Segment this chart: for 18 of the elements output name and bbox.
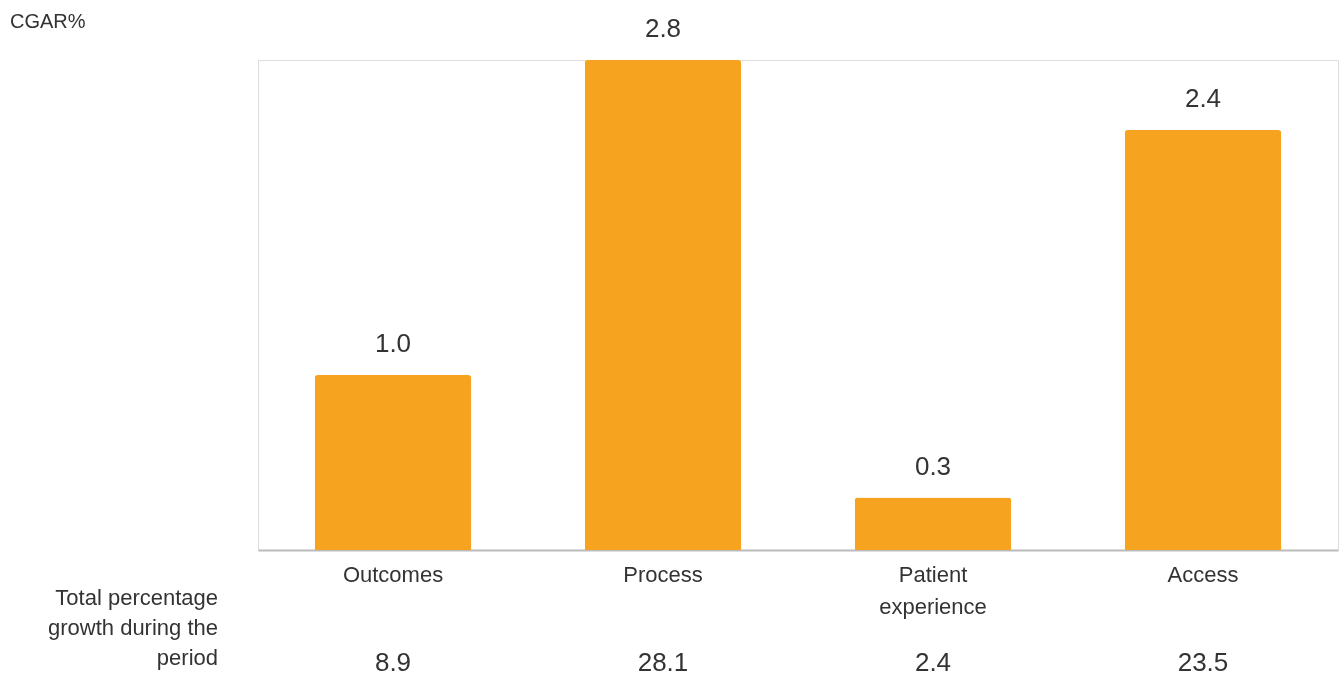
x-tick-label: Access (1167, 561, 1239, 587)
text: 8.9 (374, 647, 412, 677)
text: 23.5 (1177, 647, 1229, 677)
bar (584, 60, 742, 550)
bar (854, 497, 1012, 550)
data-label: 1.0 (374, 328, 412, 358)
x-tick-label: Outcomes (342, 561, 444, 587)
data-label: 2.8 (644, 13, 682, 43)
bar (314, 375, 472, 550)
x-tick-label: Patient experience (879, 561, 987, 619)
text: 2.4 (914, 647, 952, 677)
text: Total percentage growth during the period (48, 585, 218, 670)
text: CGAR% (10, 10, 86, 32)
x-tick-label: Process (623, 561, 703, 587)
data-label: 0.3 (914, 450, 952, 481)
text: 28.1 (637, 647, 689, 677)
bar (1124, 130, 1282, 550)
data-label: 2.4 (1184, 83, 1222, 113)
